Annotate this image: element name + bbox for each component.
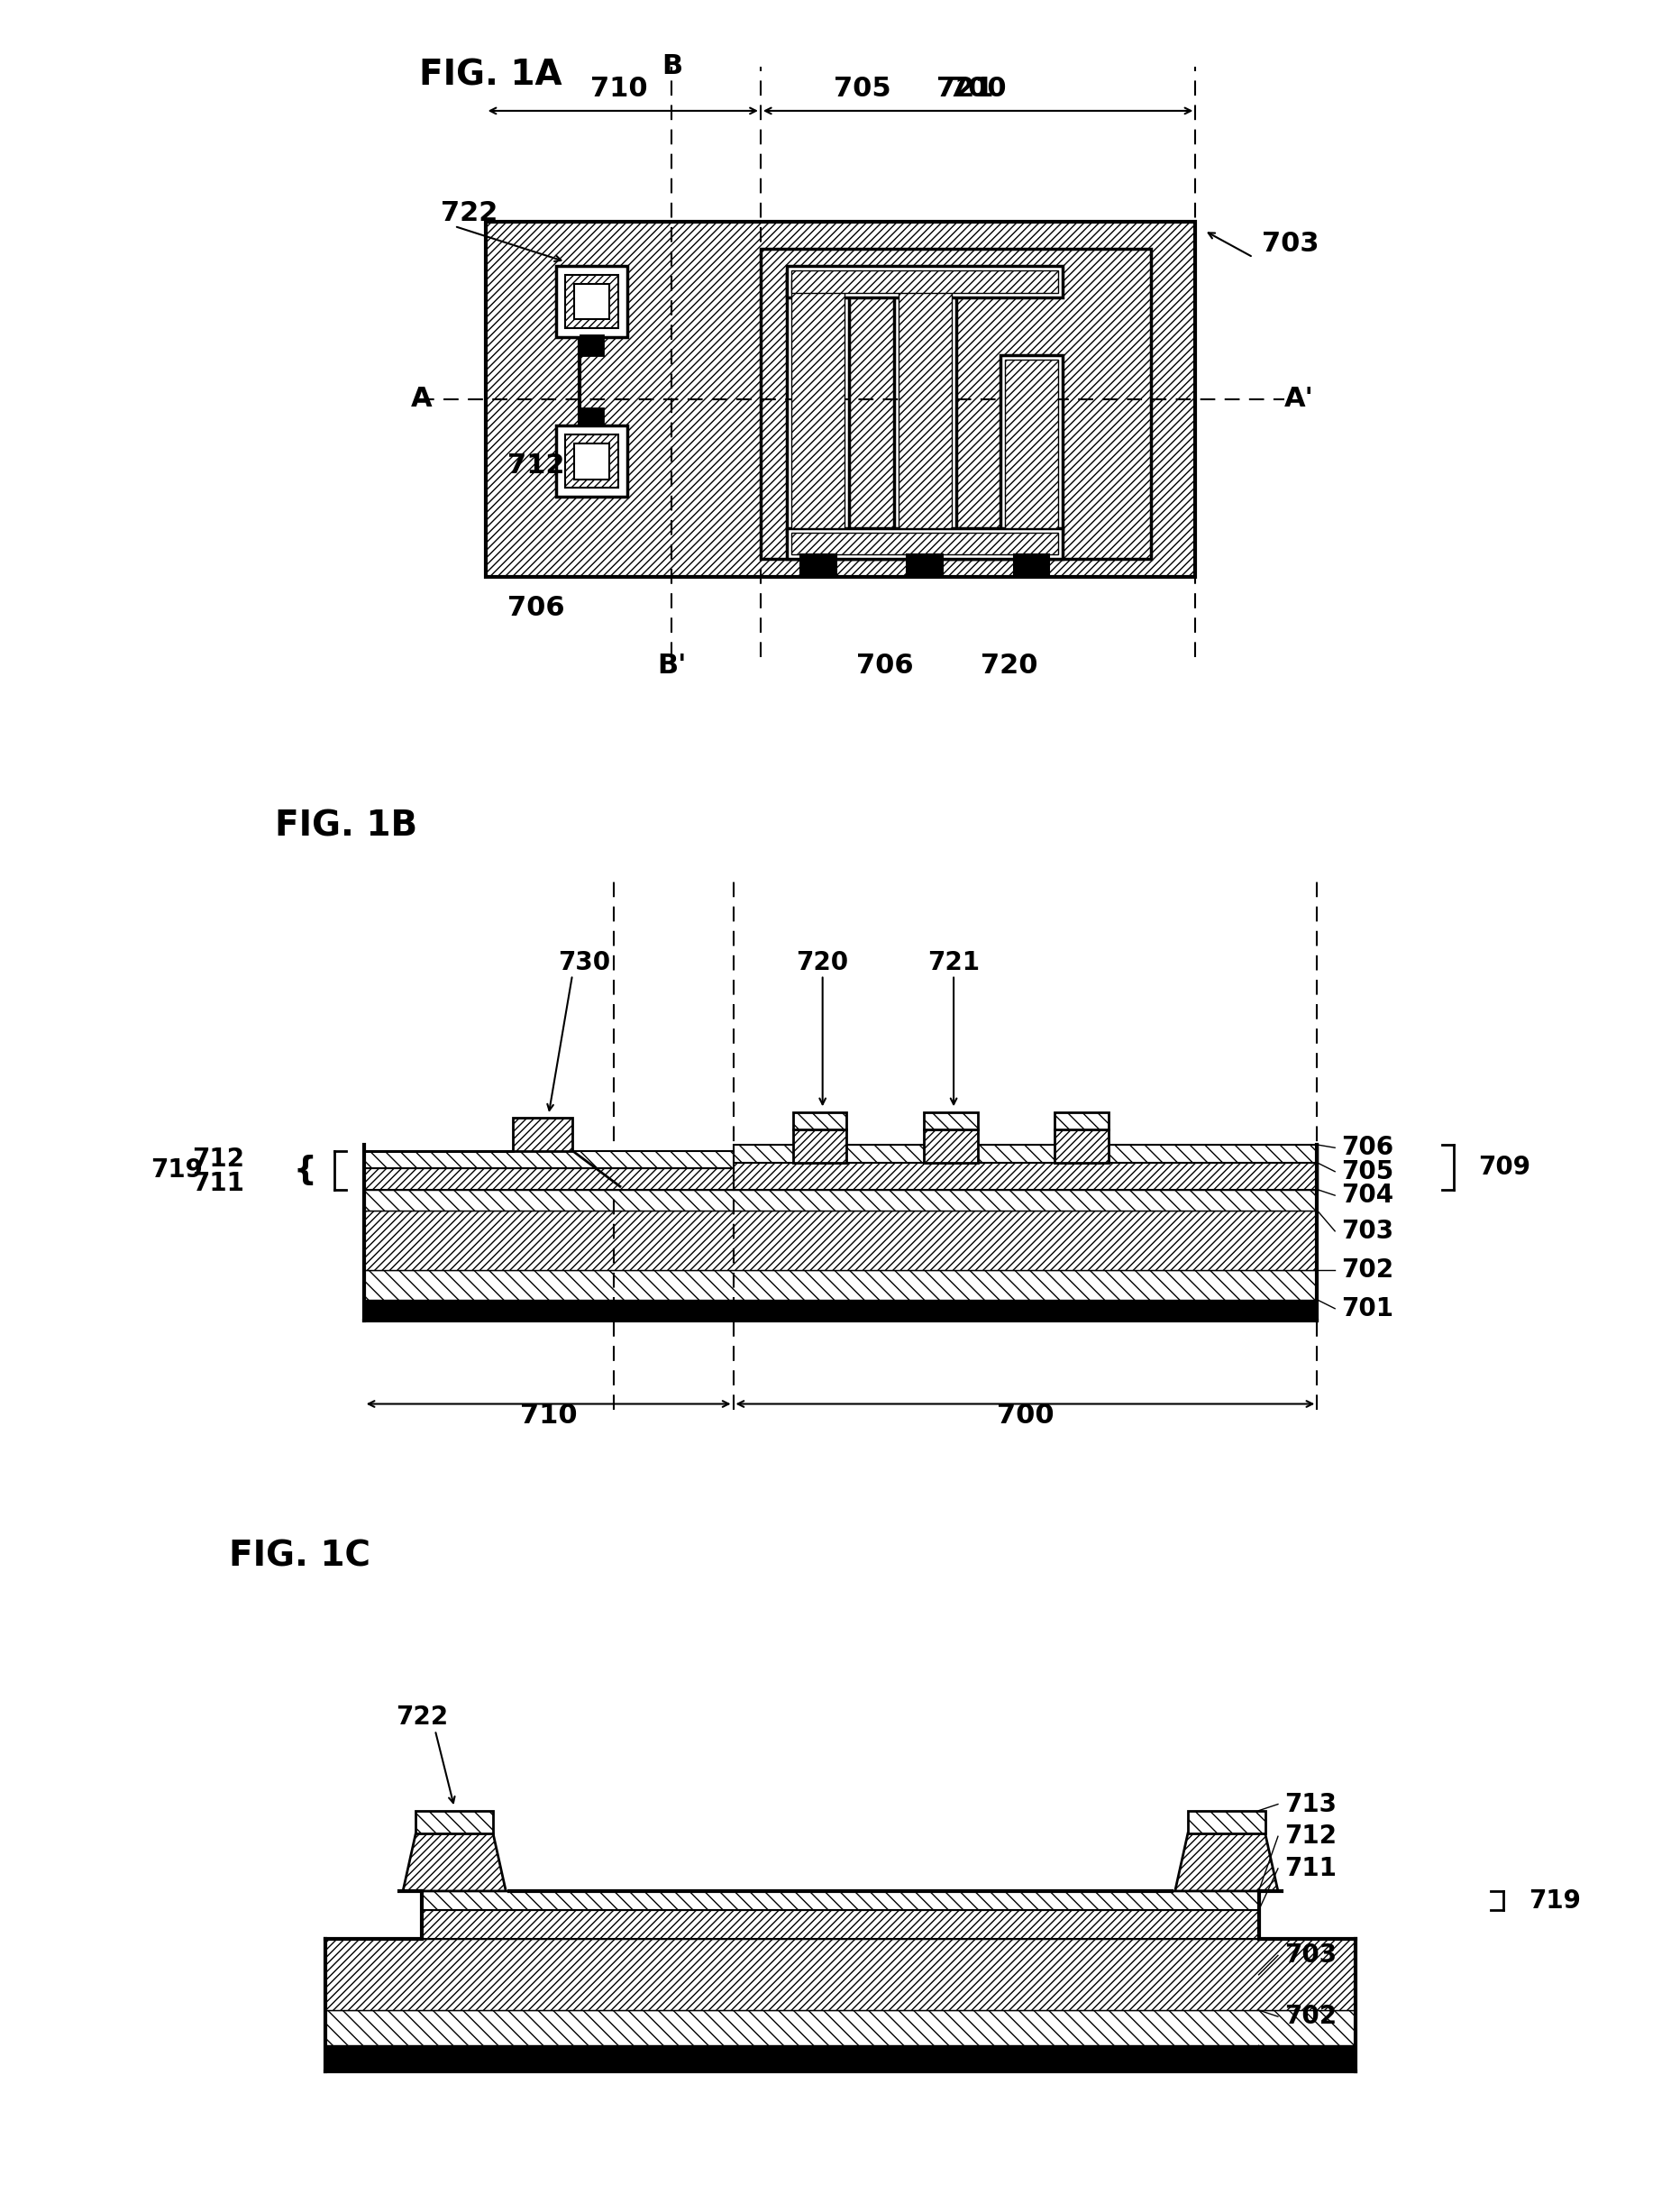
Text: 710: 710 <box>519 1402 576 1429</box>
Bar <box>897 279 951 529</box>
Text: 700: 700 <box>996 1402 1053 1429</box>
Text: 719: 719 <box>1529 1889 1581 1913</box>
Text: 703: 703 <box>1262 230 1319 257</box>
Bar <box>793 1113 847 1130</box>
Text: 702: 702 <box>1284 2004 1336 2028</box>
Bar <box>1055 1113 1107 1130</box>
Text: 705: 705 <box>833 75 890 102</box>
Text: 712: 712 <box>1284 1823 1336 1849</box>
Bar <box>556 427 627 498</box>
Text: 720: 720 <box>979 653 1037 679</box>
Text: 721: 721 <box>936 75 993 102</box>
Bar <box>732 1146 1317 1164</box>
Bar <box>363 1301 1317 1321</box>
Text: B': B' <box>657 653 685 679</box>
Bar <box>786 529 1062 560</box>
Bar <box>564 436 618 489</box>
Text: A': A' <box>1284 387 1314 411</box>
Bar <box>791 279 845 529</box>
Bar <box>556 265 627 336</box>
Bar <box>924 1113 978 1130</box>
Text: 712: 712 <box>192 1148 245 1172</box>
Polygon shape <box>1174 1834 1277 1891</box>
Text: 700: 700 <box>949 75 1006 102</box>
Text: 706: 706 <box>855 653 912 679</box>
Bar <box>326 2046 1354 2070</box>
Bar <box>415 1812 492 1834</box>
Bar <box>1013 555 1048 577</box>
Text: 710: 710 <box>590 75 647 102</box>
Bar <box>1005 358 1057 529</box>
Bar <box>732 1164 1317 1190</box>
Text: 720: 720 <box>796 951 848 975</box>
Bar <box>422 1891 1258 1911</box>
Text: 701: 701 <box>1284 2046 1336 2070</box>
Text: 704: 704 <box>1341 1183 1393 1208</box>
Text: 703: 703 <box>1284 1942 1336 1969</box>
Text: 712: 712 <box>507 453 564 480</box>
Text: 703: 703 <box>1341 1219 1393 1243</box>
Bar <box>575 283 610 319</box>
Text: 721: 721 <box>927 951 979 975</box>
Bar <box>326 1940 1354 2011</box>
Bar <box>512 1117 573 1150</box>
Bar <box>786 274 848 533</box>
Text: FIG. 1A: FIG. 1A <box>418 58 561 93</box>
Text: B: B <box>660 53 682 80</box>
Bar <box>363 1150 732 1168</box>
Text: 730: 730 <box>558 951 610 975</box>
Bar <box>1055 1130 1107 1164</box>
Text: FIG. 1C: FIG. 1C <box>228 1540 371 1573</box>
Bar <box>791 270 1057 292</box>
Bar <box>575 445 610 480</box>
Bar <box>894 274 956 533</box>
Text: 702: 702 <box>1341 1256 1393 1283</box>
Bar <box>581 409 603 427</box>
Polygon shape <box>403 1834 506 1891</box>
Bar <box>793 1130 847 1164</box>
Bar <box>924 1130 978 1164</box>
Bar <box>326 2011 1354 2046</box>
Bar <box>759 248 1151 560</box>
Bar <box>363 1210 1317 1270</box>
Text: 713: 713 <box>1284 1792 1336 1816</box>
Text: FIG. 1B: FIG. 1B <box>274 810 417 843</box>
Text: 722: 722 <box>440 199 497 226</box>
Text: 722: 722 <box>396 1705 449 1730</box>
Text: 711: 711 <box>193 1170 245 1197</box>
Bar <box>363 1168 732 1190</box>
Text: 705: 705 <box>1341 1159 1393 1183</box>
Text: 706: 706 <box>507 595 564 622</box>
Bar <box>564 274 618 327</box>
Bar <box>786 265 1062 296</box>
Text: 701: 701 <box>1341 1296 1393 1321</box>
Text: 719: 719 <box>151 1157 203 1183</box>
Text: 706: 706 <box>1341 1135 1393 1161</box>
Bar <box>581 334 603 354</box>
Bar <box>800 555 835 577</box>
Bar <box>422 1911 1258 1940</box>
Bar <box>363 1270 1317 1301</box>
Bar <box>791 533 1057 555</box>
Bar <box>907 555 942 577</box>
Bar <box>1188 1812 1265 1834</box>
Text: {: { <box>292 1155 316 1186</box>
Text: 711: 711 <box>1284 1856 1336 1880</box>
Text: 709: 709 <box>1477 1155 1529 1179</box>
Bar <box>486 221 1194 577</box>
Text: A: A <box>410 387 432 411</box>
Bar <box>363 1190 1317 1210</box>
Bar <box>1000 354 1062 533</box>
